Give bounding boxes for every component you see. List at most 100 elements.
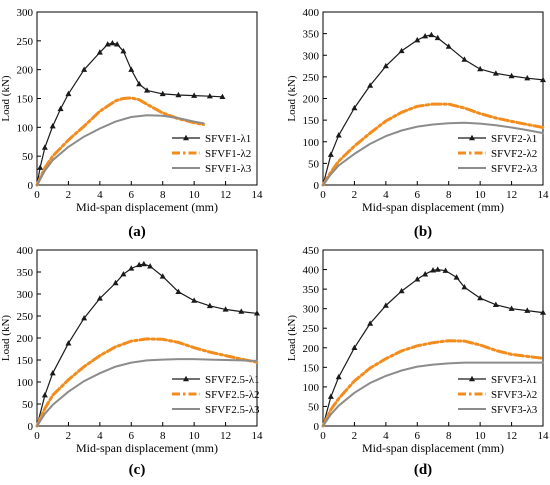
- data-point-marker: [445, 43, 452, 49]
- data-point-marker: [508, 72, 515, 79]
- x-tick-label: 4: [383, 189, 389, 201]
- y-tick-label: 50: [22, 399, 34, 411]
- data-point-marker: [477, 294, 484, 301]
- data-point-marker: [367, 320, 374, 326]
- data-point-marker: [57, 105, 64, 112]
- y-tick-label: 350: [303, 29, 320, 41]
- data-point-marker: [540, 76, 546, 83]
- data-point-marker: [191, 297, 198, 303]
- x-tick-label: 14: [252, 430, 264, 442]
- data-point-marker: [81, 315, 88, 321]
- y-tick-label: 100: [303, 382, 320, 394]
- data-point-marker: [128, 265, 135, 271]
- series-line-3: [322, 361, 544, 427]
- series-line-3: [36, 358, 258, 427]
- panel-label: (b): [414, 224, 432, 240]
- data-point-marker: [414, 36, 421, 43]
- legend-label-3: SFVF2-λ3: [491, 163, 538, 175]
- y-tick-label: 100: [17, 377, 34, 389]
- data-point-marker: [335, 373, 342, 380]
- y-tick-label: 200: [17, 65, 34, 77]
- x-tick-label: 2: [352, 430, 358, 442]
- data-point-marker: [136, 80, 143, 87]
- data-point-marker: [120, 271, 127, 277]
- data-point-marker: [327, 151, 334, 157]
- legend-marker: [183, 134, 189, 141]
- legend-marker: [469, 375, 475, 382]
- data-point-marker: [206, 302, 213, 309]
- x-tick-label: 0: [320, 430, 326, 442]
- data-point-marker: [238, 308, 245, 314]
- series-line-2: [35, 337, 259, 428]
- y-tick-label: 450: [303, 245, 320, 257]
- data-point-marker: [414, 276, 421, 282]
- chart-panel-4: 0 2 4 6 8 10 12 14 0 50 100 150 200 250 300 350 400 450 Mi…: [286, 245, 549, 478]
- y-tick-label: 350: [303, 284, 320, 296]
- x-tick-label: 10: [475, 189, 487, 201]
- series-line-2: [321, 339, 545, 428]
- y-tick-label: 150: [303, 362, 320, 374]
- x-tick-label: 12: [220, 430, 231, 442]
- x-tick-label: 2: [66, 189, 72, 201]
- x-tick-label: 6: [415, 430, 421, 442]
- data-point-marker: [41, 392, 48, 398]
- data-point-marker: [49, 370, 56, 376]
- y-tick-label: 0: [28, 421, 34, 433]
- data-point-marker: [398, 287, 405, 294]
- y-axis-label: Load (kN): [0, 315, 12, 361]
- legend-label-2: SFVF1-λ2: [205, 148, 251, 160]
- data-point-marker: [147, 263, 154, 269]
- legend-label-3: SFVF1-λ3: [205, 163, 252, 175]
- y-tick-label: 50: [22, 151, 34, 163]
- data-point-marker: [206, 92, 213, 99]
- data-point-marker: [540, 309, 546, 315]
- x-tick-label: 0: [320, 189, 326, 201]
- data-point-marker: [41, 144, 48, 150]
- y-tick-label: 300: [303, 50, 320, 62]
- plot-frame: [322, 249, 544, 427]
- series-line-3: [322, 121, 544, 186]
- y-tick-label: 300: [17, 7, 34, 19]
- data-point-marker: [254, 310, 260, 316]
- data-point-marker: [335, 132, 342, 138]
- data-point-marker: [136, 261, 143, 268]
- y-tick-label: 150: [17, 94, 34, 106]
- data-point-marker: [422, 271, 429, 277]
- x-tick-label: 0: [34, 189, 40, 201]
- series-line-1: [322, 34, 544, 186]
- y-tick-label: 250: [17, 36, 34, 48]
- data-point-marker: [159, 90, 166, 97]
- data-point-marker: [112, 279, 119, 286]
- legend-label-1: SFVF2.5-λ1: [205, 374, 260, 386]
- legend-marker: [469, 134, 475, 141]
- x-tick-label: 12: [220, 189, 231, 201]
- y-tick-label: 200: [303, 94, 320, 106]
- x-tick-label: 4: [97, 189, 103, 201]
- data-point-marker: [49, 122, 56, 129]
- data-point-marker: [144, 87, 150, 93]
- data-point-marker: [96, 295, 103, 301]
- x-tick-label: 8: [160, 189, 166, 201]
- data-point-marker: [430, 267, 436, 273]
- panel-label: (d): [414, 462, 432, 478]
- x-axis-label: Mid-span displacement (mm): [362, 441, 504, 455]
- x-tick-label: 12: [506, 430, 517, 442]
- series-line-1: [36, 42, 223, 186]
- y-tick-label: 150: [303, 115, 320, 127]
- data-point-marker: [120, 48, 127, 54]
- data-point-marker: [96, 49, 103, 55]
- data-point-marker: [351, 104, 358, 111]
- data-point-marker: [422, 33, 429, 39]
- x-tick-label: 6: [415, 189, 421, 201]
- legend-label-2: SFVF2.5-λ2: [205, 389, 260, 401]
- x-tick-label: 14: [538, 189, 550, 201]
- y-tick-label: 300: [303, 304, 320, 316]
- data-point-marker: [382, 302, 389, 308]
- data-point-marker: [219, 93, 226, 99]
- data-point-marker: [191, 92, 198, 98]
- y-tick-label: 400: [17, 245, 34, 257]
- data-point-marker: [442, 267, 449, 273]
- y-tick-label: 50: [308, 401, 320, 413]
- data-point-marker: [351, 344, 358, 350]
